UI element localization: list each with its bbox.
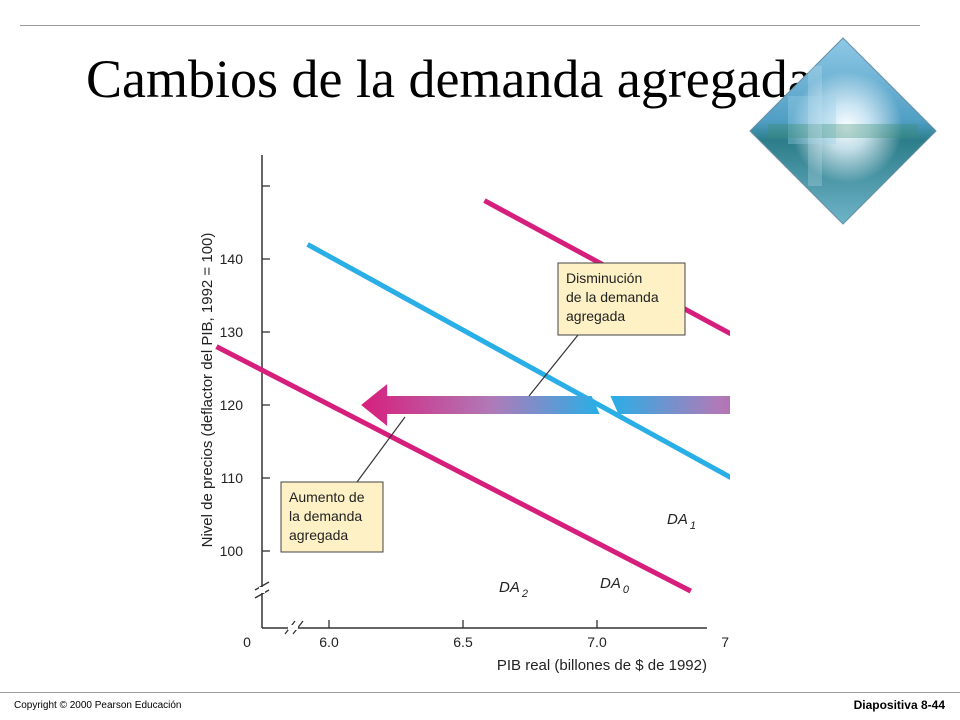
annotation-box — [280, 481, 384, 553]
x-axis-label: PIB real (billones de $ de 1992) — [497, 657, 707, 674]
x-axis-break — [284, 620, 304, 635]
shift-arrows — [361, 384, 730, 426]
y-axis-label: Nivel de precios (deflactor del PIB, 199… — [199, 233, 216, 548]
x-tick-label: 7.0 — [587, 634, 607, 650]
y-tick-label: 120 — [220, 397, 244, 413]
bottom-rule — [0, 692, 960, 693]
y-tick-label: 110 — [221, 470, 244, 486]
annotation-boxes: Disminución de la demanda agregada Aumento … — [280, 262, 686, 553]
y-tick-group: 100 110 120 130 140 — [220, 185, 270, 559]
annotation-text-line: Aumento de — [289, 489, 365, 505]
demand-curves: DA 1 DA 0 DA 2 — [215, 198, 730, 600]
curve-label-da1: DA 1 — [667, 511, 696, 532]
annotation-leader-line — [356, 416, 406, 483]
slide-number-label: Diapositiva — [853, 698, 918, 712]
demand-curve-da2 — [215, 344, 692, 594]
demand-curve-da1 — [483, 198, 730, 337]
annotation-text-line: agregada — [289, 527, 348, 543]
y-tick-label: 130 — [220, 324, 244, 340]
x-tick-label: 6.0 — [319, 634, 339, 650]
shift-arrow-right — [610, 396, 730, 414]
slide-number: Diapositiva 8-44 — [854, 698, 945, 712]
plot-axes — [254, 155, 707, 635]
slide-title: Cambios de la demanda agregada — [86, 49, 812, 109]
annotation-leader-line — [528, 334, 579, 397]
top-rule — [20, 25, 920, 26]
annotation-text-line: agregada — [566, 308, 625, 324]
y-tick-label: 100 — [220, 543, 244, 559]
shift-arrow-left — [361, 384, 600, 426]
annotation-text-line: Disminución — [566, 270, 642, 286]
annotation-text-line: de la demanda — [566, 289, 659, 305]
y-axis-break — [254, 581, 270, 599]
demand-curve-da0 — [306, 242, 730, 481]
x-tick-label: 7.5 — [721, 634, 730, 650]
decorative-beach-image — [749, 37, 937, 225]
x-tick-group: 06.06.57.07.58.08.5 — [243, 620, 730, 650]
copyright-text: Copyright © 2000 Pearson Educación — [14, 700, 182, 711]
annotation-text-line: la demanda — [289, 508, 362, 524]
x-tick-label: 6.5 — [453, 634, 473, 650]
y-tick-label: 140 — [220, 251, 244, 267]
slide-number-value: 8-44 — [920, 698, 945, 712]
curve-label-da2: DA 2 — [499, 579, 528, 600]
curve-label-da0: DA 0 — [600, 575, 630, 596]
x-tick-label-origin: 0 — [243, 634, 251, 650]
annotation-box — [557, 262, 686, 336]
